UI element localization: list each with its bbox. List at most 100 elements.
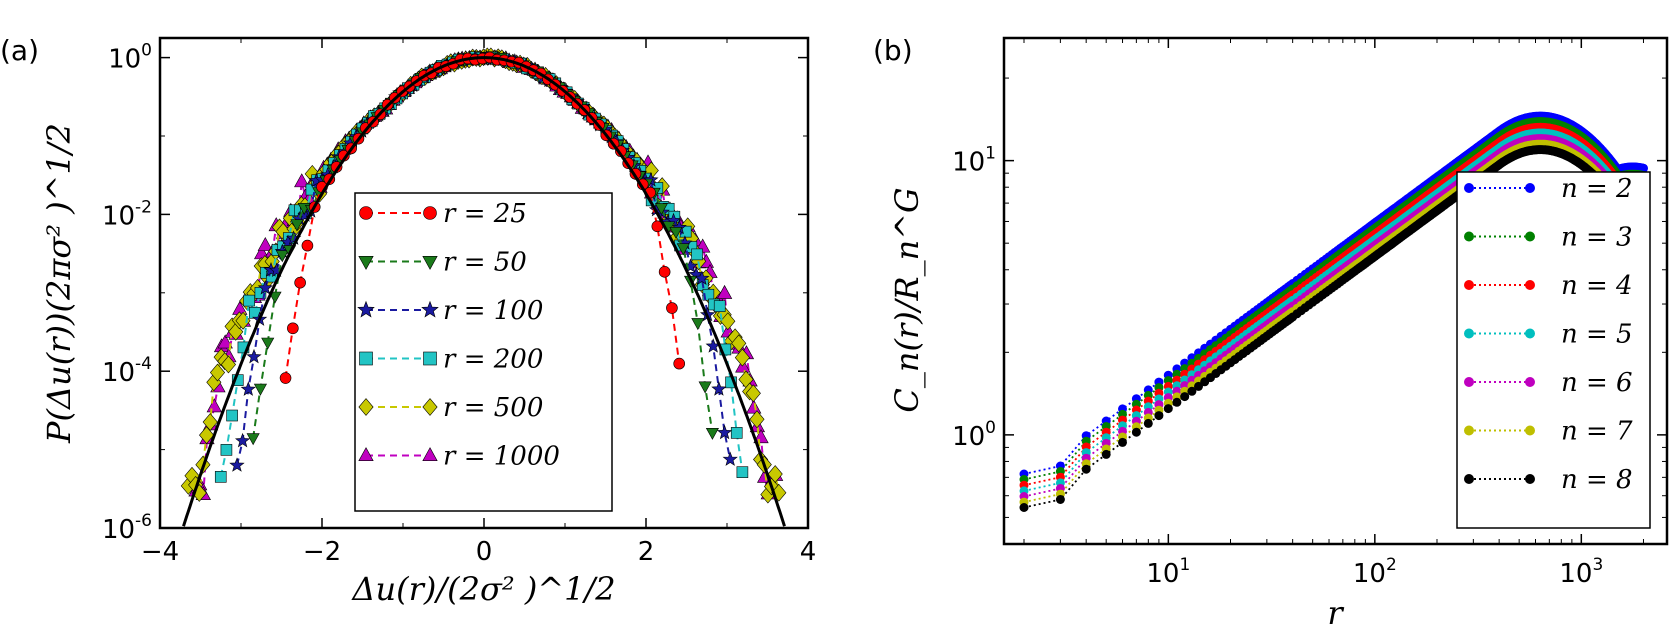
panel-b-legend-marker <box>1525 328 1535 339</box>
panel-a-point-r=100 <box>235 432 251 448</box>
panel-b-legend-marker <box>1525 377 1535 387</box>
panel-a-point-r=25 <box>666 302 678 314</box>
panel-a-legend-marker <box>359 351 373 366</box>
panel-a-legend-marker <box>358 255 374 270</box>
panel-b-point-n=8 <box>1154 411 1164 421</box>
panel-b-legend-marker <box>1525 425 1535 436</box>
panel-a-point-r=200 <box>736 466 749 478</box>
panel-b-legend-marker <box>1464 328 1474 339</box>
panel-b-legend-marker <box>1525 280 1535 290</box>
panel-b-legend-label: n = 6 <box>1561 368 1633 398</box>
panel-a-point-r=200 <box>713 300 726 312</box>
panel-a-point-r=1000 <box>257 237 273 251</box>
panel-a-legend-marker <box>422 255 438 270</box>
panel-a-legend-label: r = 1000 <box>443 442 560 472</box>
panel-a-xtick: −4 <box>141 537 179 567</box>
panel-b-point-n=8 <box>1019 503 1029 512</box>
panel-a-point-r=50 <box>275 250 289 263</box>
panel-a-point-r=50 <box>290 219 304 232</box>
panel-a-point-r=25 <box>294 276 306 289</box>
panel-a-point-r=50 <box>705 427 719 440</box>
panel-a-point-r=25 <box>287 322 299 335</box>
panel-a-xtick: −2 <box>303 537 341 567</box>
panel-b-ytick: 100 <box>952 418 996 452</box>
panel-b-legend-label: n = 8 <box>1561 465 1633 495</box>
panel-a-point-r=50 <box>268 291 282 304</box>
panel-b-legend-label: n = 5 <box>1561 320 1633 350</box>
panel-a-label: (a) <box>0 34 39 67</box>
panel-a-legend-label: r = 50 <box>443 248 527 278</box>
panel-a-point-r=50 <box>669 226 683 239</box>
panel-a-legend-marker <box>357 300 375 318</box>
panel-a-point-r=100 <box>246 348 262 364</box>
panel-b-point-n=8 <box>1194 381 1203 391</box>
panel-a-point-r=100 <box>711 381 727 396</box>
panel-a-point-r=200 <box>214 471 227 483</box>
panel-b-legend-marker <box>1525 183 1535 193</box>
panel-b-point-n=8 <box>1143 418 1153 428</box>
panel-b-legend-marker <box>1525 474 1535 484</box>
panel-a-point-r=1000 <box>206 398 222 413</box>
panel-b-point-n=8 <box>1180 392 1190 402</box>
panel-a-point-r=500 <box>199 426 215 445</box>
panel-a-xtick: 0 <box>476 537 493 567</box>
panel-a-point-r=200 <box>220 444 233 456</box>
panel-b-legend-label: n = 7 <box>1561 417 1633 447</box>
panel-b-xtick: 101 <box>1146 555 1190 589</box>
panel-a-legend-label: r = 500 <box>443 393 543 423</box>
panel-a-legend-label: r = 100 <box>443 296 543 326</box>
panel-a-point-r=1000 <box>716 284 733 299</box>
panel-a-point-r=200 <box>226 409 238 422</box>
panel-a-xtick: 4 <box>800 537 817 567</box>
panel-a-ytick: 10-6 <box>102 511 152 545</box>
panel-a-point-r=1000 <box>294 173 310 188</box>
panel-b-legend-marker <box>1464 183 1474 193</box>
panel-b-legend-marker <box>1525 231 1535 242</box>
panel-b-xtick: 103 <box>1559 555 1603 589</box>
panel-b-point-n=8 <box>1101 449 1111 459</box>
panel-a-point-r=50 <box>654 203 668 216</box>
panel-b-point-n=8 <box>1081 464 1091 474</box>
panel-a-legend-marker <box>423 351 437 366</box>
panel-b-legend-marker <box>1464 377 1474 387</box>
panel-b-legend-marker <box>1464 474 1474 484</box>
panel-b-legend-marker <box>1464 231 1474 242</box>
panel-b-legend-marker <box>1464 280 1474 290</box>
panel-a-legend: r = 25 r = 50 r = 100 r = 200 r = 500 r = 100… <box>354 192 613 512</box>
panel-b-point-n=8 <box>1131 427 1141 437</box>
panel-b-legend-label: n = 2 <box>1561 174 1633 204</box>
panel-a-point-r=500 <box>720 312 736 331</box>
panel-a-ytick: 10-2 <box>102 197 152 231</box>
panel-a-point-r=500 <box>209 363 226 382</box>
panel-b-xlabel: r <box>1327 594 1344 632</box>
panel-a-xtick: 2 <box>638 537 655 567</box>
panel-a-point-r=500 <box>749 410 765 429</box>
panel-a-point-r=100 <box>722 451 738 466</box>
panel-a-point-r=500 <box>220 355 236 374</box>
panel-a-legend-marker <box>422 398 438 416</box>
panel-a-point-r=200 <box>691 248 703 261</box>
panel-a-legend-label: r = 25 <box>443 199 527 229</box>
panel-a-point-r=100 <box>257 280 273 295</box>
panel-a-point-r=1000 <box>753 429 769 444</box>
panel-a-point-r=1000 <box>746 399 762 414</box>
panel-a-ytick: 10-4 <box>102 354 152 388</box>
panel-a-point-r=500 <box>202 413 218 431</box>
panel-a-point-r=50 <box>246 433 260 446</box>
panel-a-legend-marker <box>421 300 439 318</box>
panel-a-point-r=200 <box>730 427 743 439</box>
panel-a-point-r=25 <box>658 266 671 278</box>
panel-a-xlabel: Δu(r)/(2σ² )^1/2 <box>350 570 615 608</box>
panel-b-ytick: 101 <box>952 144 996 178</box>
panel-b-ylabel: C_n(r)/R_n^G <box>888 187 926 412</box>
panel-b-point-n=8 <box>1172 397 1182 407</box>
panel-b-point-n=8 <box>1163 404 1173 414</box>
panel-a-legend-marker <box>359 206 373 220</box>
panel-a-point-r=100 <box>229 457 245 472</box>
panel-a-legend-marker <box>358 447 374 462</box>
panel-a-point-r=500 <box>767 465 783 483</box>
panel-a-legend-marker <box>423 206 437 220</box>
panel-b-point-n=8 <box>1187 386 1197 396</box>
panel-b-frame <box>1002 36 1669 546</box>
